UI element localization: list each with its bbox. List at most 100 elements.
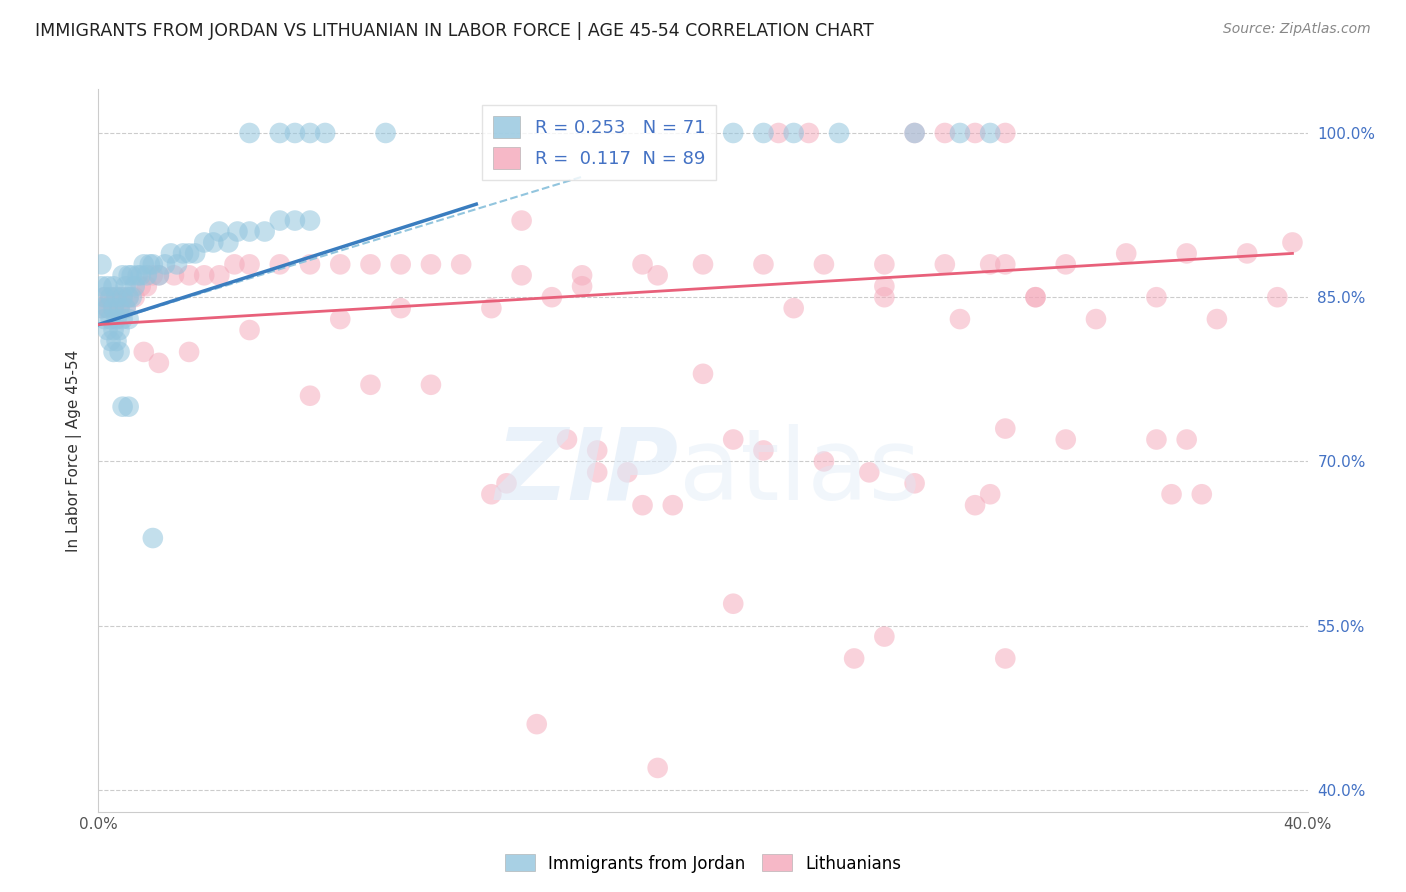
Point <box>797 126 820 140</box>
Point <box>105 290 128 304</box>
Point <box>118 312 141 326</box>
Point <box>108 323 131 337</box>
Point <box>114 279 136 293</box>
Point <box>269 213 291 227</box>
Point <box>124 279 146 293</box>
Point <box>118 290 141 304</box>
Point <box>329 257 352 271</box>
Point <box>299 257 322 271</box>
Point <box>873 257 896 271</box>
Point <box>647 268 669 283</box>
Point <box>495 476 517 491</box>
Point <box>510 268 533 283</box>
Point <box>723 433 745 447</box>
Point <box>148 268 170 283</box>
Point <box>571 268 593 283</box>
Point <box>540 290 562 304</box>
Point <box>360 257 382 271</box>
Point <box>129 279 152 293</box>
Point <box>994 421 1017 435</box>
Point <box>179 268 201 283</box>
Point <box>179 246 201 260</box>
Point <box>1267 290 1289 304</box>
Point <box>224 257 246 271</box>
Point <box>994 126 1017 140</box>
Point <box>783 126 806 140</box>
Point <box>329 312 352 326</box>
Point <box>1085 312 1108 326</box>
Point <box>1144 290 1167 304</box>
Point <box>828 126 851 140</box>
Point <box>172 246 194 260</box>
Point <box>616 466 638 480</box>
Point <box>148 356 170 370</box>
Point <box>949 126 972 140</box>
Text: Source: ZipAtlas.com: Source: ZipAtlas.com <box>1223 22 1371 37</box>
Point <box>1191 487 1213 501</box>
Point <box>526 717 548 731</box>
Point <box>1024 290 1046 304</box>
Point <box>208 225 231 239</box>
Point <box>904 126 927 140</box>
Point <box>692 257 714 271</box>
Point <box>873 279 896 293</box>
Point <box>239 225 262 239</box>
Point <box>661 498 683 512</box>
Point <box>934 257 956 271</box>
Point <box>692 367 714 381</box>
Point <box>586 443 609 458</box>
Point <box>1175 433 1198 447</box>
Point <box>965 498 987 512</box>
Point <box>184 246 207 260</box>
Point <box>631 257 654 271</box>
Point <box>111 400 134 414</box>
Point <box>139 257 162 271</box>
Point <box>481 487 503 501</box>
Point <box>450 257 472 271</box>
Point <box>1160 487 1182 501</box>
Legend: Immigrants from Jordan, Lithuanians: Immigrants from Jordan, Lithuanians <box>498 847 908 880</box>
Point <box>752 257 775 271</box>
Point <box>93 290 115 304</box>
Point <box>1054 433 1077 447</box>
Point <box>979 126 1001 140</box>
Point <box>389 301 412 315</box>
Point <box>135 279 157 293</box>
Point <box>360 377 382 392</box>
Point <box>163 268 186 283</box>
Point <box>132 257 155 271</box>
Point <box>100 334 122 348</box>
Point <box>299 126 322 140</box>
Point <box>752 126 775 140</box>
Point <box>100 312 122 326</box>
Point <box>873 630 896 644</box>
Point <box>239 126 262 140</box>
Point <box>510 213 533 227</box>
Point <box>1024 290 1046 304</box>
Text: ZIP: ZIP <box>496 424 679 521</box>
Point <box>586 466 609 480</box>
Point <box>96 279 118 293</box>
Point <box>239 323 262 337</box>
Point <box>96 301 118 315</box>
Point <box>813 454 835 468</box>
Point <box>1236 246 1258 260</box>
Point <box>90 301 112 315</box>
Point <box>111 268 134 283</box>
Point <box>1115 246 1137 260</box>
Point <box>121 268 143 283</box>
Point <box>142 257 165 271</box>
Point <box>420 377 443 392</box>
Point <box>1206 312 1229 326</box>
Point <box>142 268 165 283</box>
Point <box>571 279 593 293</box>
Point <box>111 290 134 304</box>
Point <box>132 345 155 359</box>
Legend: R = 0.253   N = 71, R =  0.117  N = 89: R = 0.253 N = 71, R = 0.117 N = 89 <box>482 105 716 180</box>
Point <box>153 257 176 271</box>
Point <box>481 301 503 315</box>
Point <box>723 597 745 611</box>
Point <box>208 268 231 283</box>
Point <box>299 213 322 227</box>
Point <box>93 312 115 326</box>
